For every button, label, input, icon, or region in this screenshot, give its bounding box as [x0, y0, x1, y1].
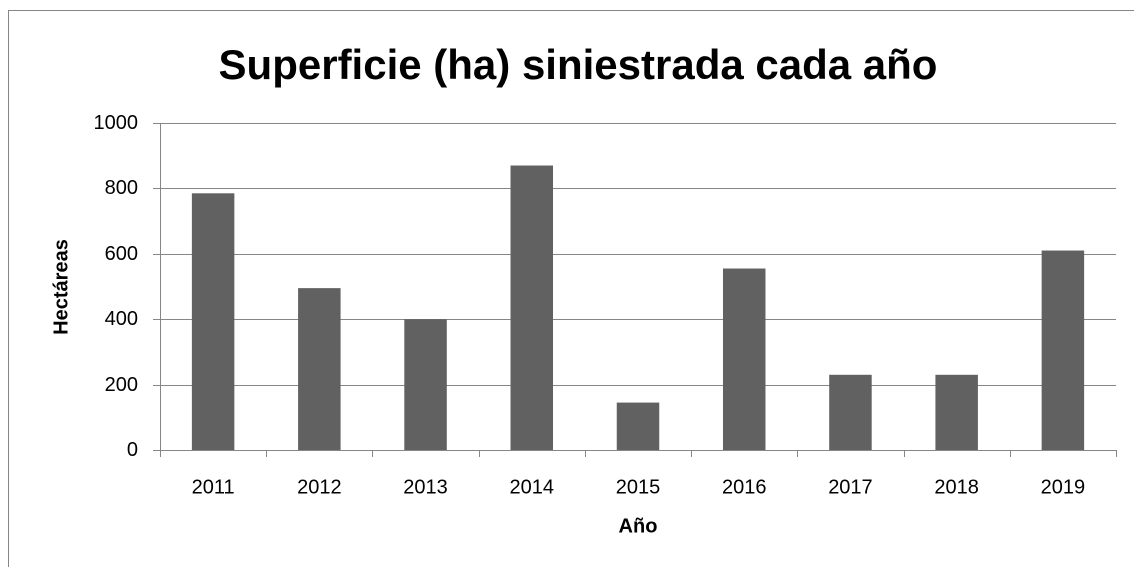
bar [1041, 250, 1085, 450]
y-tick-label: 0 [127, 439, 138, 461]
x-tick-label: 2012 [297, 476, 342, 498]
bar [298, 288, 341, 450]
y-tick-label: 400 [105, 308, 138, 330]
x-tick-label: 2014 [510, 476, 555, 498]
bar [510, 165, 554, 450]
x-tick-label: 2013 [403, 476, 448, 498]
chart-title: Superficie (ha) siniestrada cada año [219, 41, 938, 88]
x-tick-label: 2018 [934, 476, 979, 498]
bar [829, 374, 872, 450]
x-tick-label: 2011 [192, 476, 235, 498]
y-axis-label: Hectáreas [50, 239, 72, 335]
y-tick-label: 200 [105, 374, 138, 396]
x-tick-label: 2016 [722, 476, 767, 498]
bar [616, 402, 660, 450]
y-tick-label: 600 [105, 243, 138, 265]
bar [722, 268, 766, 450]
bar [404, 319, 447, 450]
chart-border [8, 10, 1134, 567]
bar [191, 193, 235, 450]
x-tick-label: 2017 [828, 476, 873, 498]
bar [935, 374, 978, 450]
x-axis-label: Año [619, 515, 658, 537]
y-tick-label: 1000 [94, 112, 139, 134]
y-tick-label: 800 [105, 177, 138, 199]
x-tick-label: 2015 [616, 476, 661, 498]
x-tick-label: 2019 [1041, 476, 1086, 498]
